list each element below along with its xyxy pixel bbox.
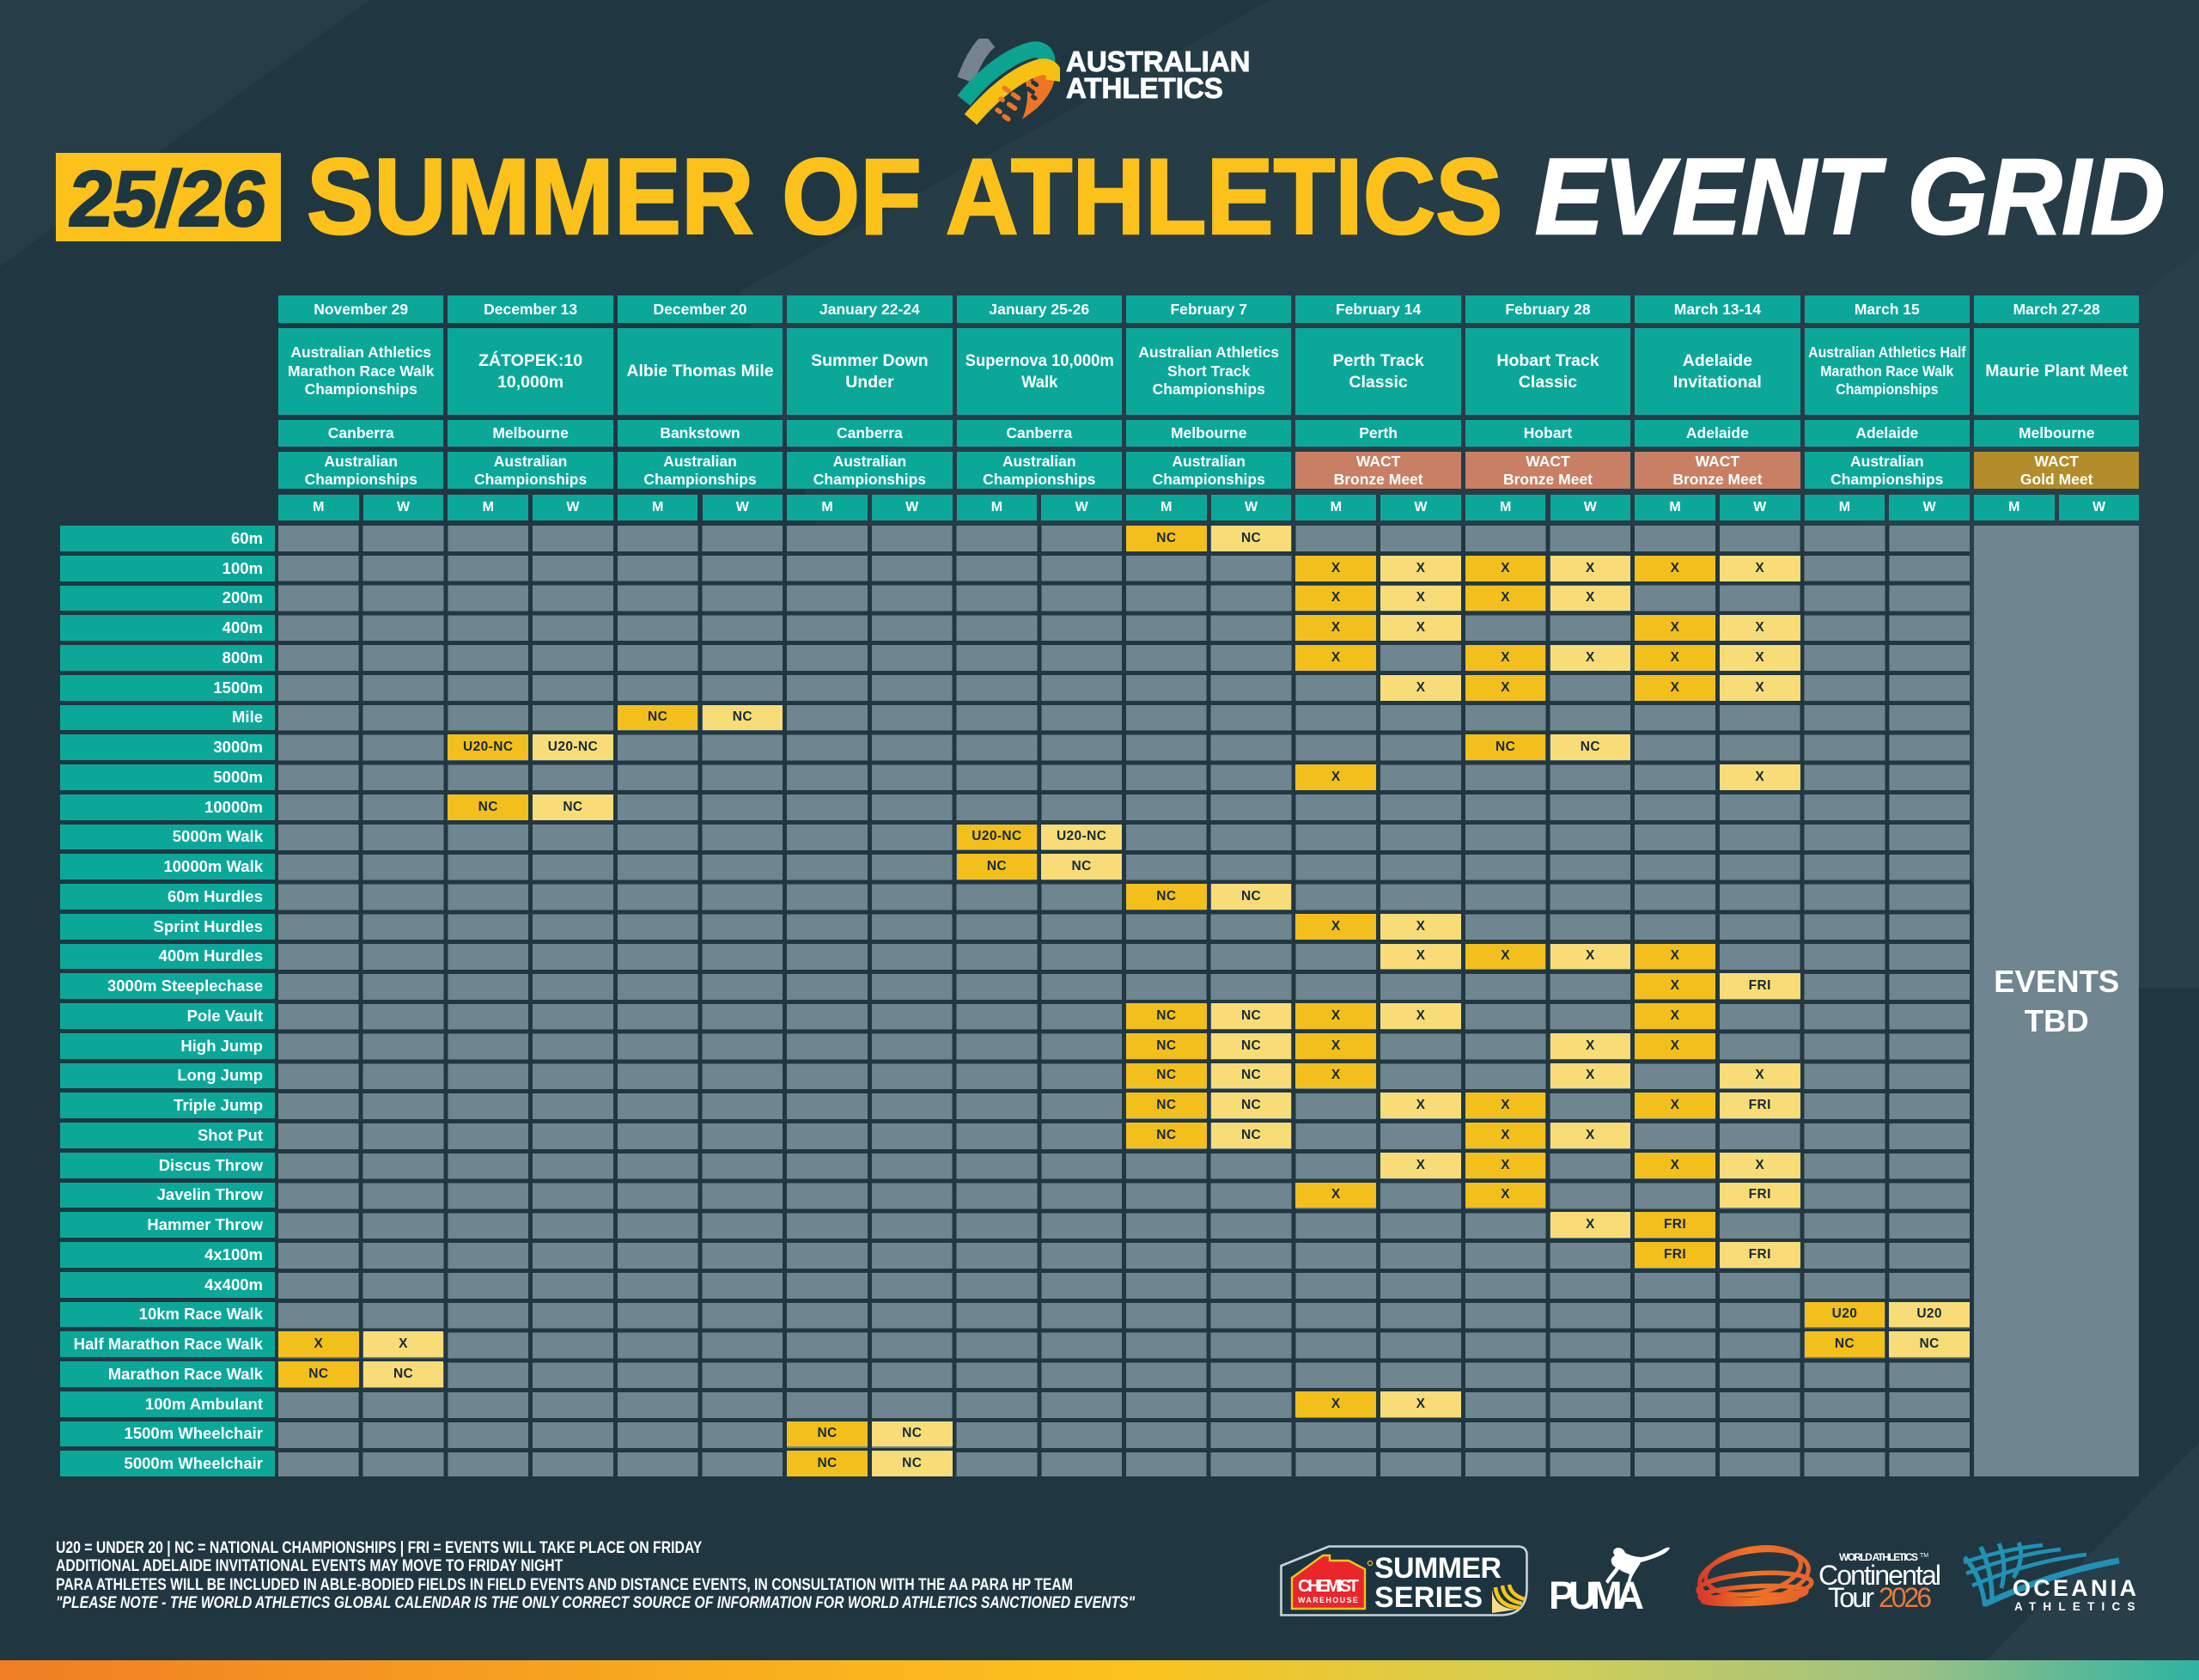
svg-text:WAREHOUSE: WAREHOUSE (1298, 1596, 1359, 1604)
svg-text:2026: 2026 (1879, 1582, 1932, 1613)
svg-text:TM: TM (1920, 1553, 1928, 1559)
svg-text:CHEMIST: CHEMIST (1298, 1577, 1359, 1596)
svg-text:Continental: Continental (1818, 1560, 1941, 1591)
svg-text:SERIES: SERIES (1374, 1581, 1483, 1614)
svg-text:SUMMER: SUMMER (1374, 1552, 1502, 1585)
svg-text:WORLD ATHLETICS: WORLD ATHLETICS (1839, 1551, 1918, 1563)
svg-text:ATHLETICS: ATHLETICS (2014, 1600, 2140, 1613)
svg-text:OCEANIA: OCEANIA (2013, 1575, 2136, 1601)
svg-text:Tour: Tour (1828, 1582, 1874, 1613)
